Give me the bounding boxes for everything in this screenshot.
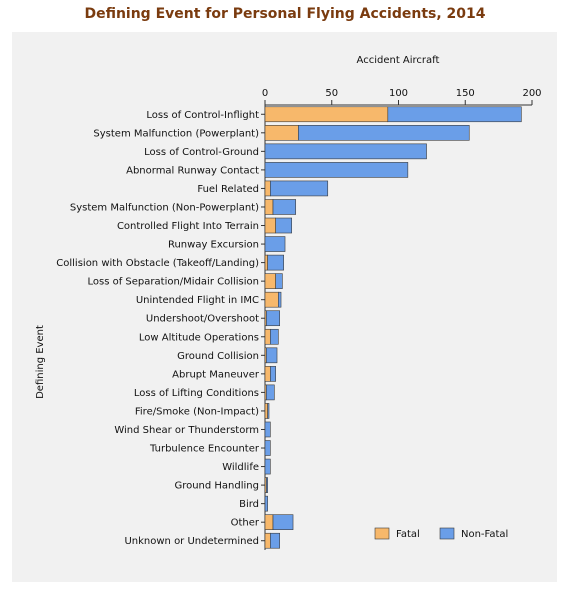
bar-non-fatal <box>266 477 268 493</box>
bar-non-fatal <box>266 384 275 401</box>
bar-non-fatal <box>264 421 271 438</box>
bar-non-fatal <box>275 217 292 234</box>
y-axis-title: Defining Event <box>35 325 46 399</box>
category-label: Controlled Flight Into Terrain <box>117 221 259 232</box>
category-label: Loss of Control-Ground <box>144 147 259 158</box>
x-tick-label: 150 <box>456 88 475 99</box>
bar-non-fatal <box>266 310 280 327</box>
bar-non-fatal <box>264 143 427 160</box>
category-label: Undershoot/Overshoot <box>146 314 259 325</box>
chart-svg: Accident Aircraft Defining Event 0 50 100 1… <box>35 55 542 550</box>
bar-non-fatal <box>264 458 271 475</box>
bar-non-fatal <box>264 495 268 512</box>
category-labels: Loss of Control-Inflight System Malfuncti… <box>56 110 260 547</box>
x-axis-title: Accident Aircraft <box>357 55 440 66</box>
category-label: Abnormal Runway Contact <box>126 165 259 176</box>
bar-fatal <box>264 328 271 345</box>
x-tick-label: 50 <box>325 88 338 99</box>
category-label: Unknown or Undetermined <box>124 536 259 547</box>
bar-non-fatal <box>275 273 283 289</box>
bars <box>264 106 522 549</box>
legend-swatch <box>439 527 455 540</box>
category-label: Abrupt Maneuver <box>172 369 260 380</box>
axes: 0 50 100 150 200 <box>261 88 542 550</box>
category-label: Unintended Flight in IMC <box>136 295 259 306</box>
bar-fatal <box>264 217 276 234</box>
bar-fatal <box>264 125 299 141</box>
x-tick-label: 200 <box>522 88 541 99</box>
category-label: Turbulence Encounter <box>149 444 260 455</box>
bar-fatal <box>264 106 389 123</box>
bar-fatal <box>264 254 268 271</box>
bar-non-fatal <box>270 328 279 345</box>
category-label: Wildlife <box>222 462 259 473</box>
category-label: Runway Excursion <box>168 240 259 251</box>
category-label: Ground Collision <box>177 351 259 362</box>
bar-non-fatal <box>270 532 280 549</box>
category-label: Collision with Obstacle (Takeoff/Landing… <box>56 258 259 269</box>
chart-panel: Accident Aircraft Defining Event 0 50 100 1… <box>12 32 557 582</box>
category-label: System Malfunction (Powerplant) <box>93 128 259 139</box>
chart-title: Defining Event for Personal Flying Accid… <box>84 6 486 22</box>
category-label: System Malfunction (Non-Powerplant) <box>70 202 259 213</box>
category-label: Fuel Related <box>197 184 259 195</box>
bar-non-fatal <box>264 440 271 456</box>
x-tick-label: 0 <box>262 88 268 99</box>
bar-non-fatal <box>264 162 409 178</box>
category-label: Loss of Lifting Conditions <box>134 388 259 399</box>
bar-non-fatal <box>264 236 286 252</box>
bar-fatal <box>264 403 268 419</box>
bar-fatal <box>264 366 271 382</box>
bar-non-fatal <box>270 366 276 382</box>
category-label: Low Altitude Operations <box>139 332 259 343</box>
category-label: Fire/Smoke (Non-Impact) <box>135 406 259 417</box>
bar-non-fatal <box>267 403 270 419</box>
bar-fatal <box>264 514 274 530</box>
bar-non-fatal <box>267 254 284 271</box>
bar-fatal <box>264 291 279 308</box>
bar-non-fatal <box>387 106 522 123</box>
category-label: Other <box>231 518 260 529</box>
legend-label: Fatal <box>396 529 420 540</box>
bar-non-fatal <box>272 199 297 215</box>
bar-non-fatal <box>270 180 329 197</box>
category-label: Wind Shear or Thunderstorm <box>114 425 259 436</box>
bar-fatal <box>264 180 271 197</box>
bar-non-fatal <box>298 125 470 141</box>
legend: Fatal Non-Fatal <box>374 527 508 540</box>
bar-non-fatal <box>266 347 278 364</box>
legend-label: Non-Fatal <box>461 529 508 540</box>
category-label: Ground Handling <box>174 481 259 492</box>
x-tick-label: 100 <box>389 88 408 99</box>
bar-non-fatal <box>278 291 282 308</box>
legend-swatch <box>374 527 390 540</box>
category-label: Loss of Separation/Midair Collision <box>88 277 260 288</box>
bar-non-fatal <box>272 514 294 530</box>
bar-fatal <box>264 199 274 215</box>
category-label: Bird <box>239 499 259 510</box>
bar-fatal <box>264 273 276 289</box>
category-label: Loss of Control-Inflight <box>146 110 259 121</box>
bar-fatal <box>264 532 271 549</box>
